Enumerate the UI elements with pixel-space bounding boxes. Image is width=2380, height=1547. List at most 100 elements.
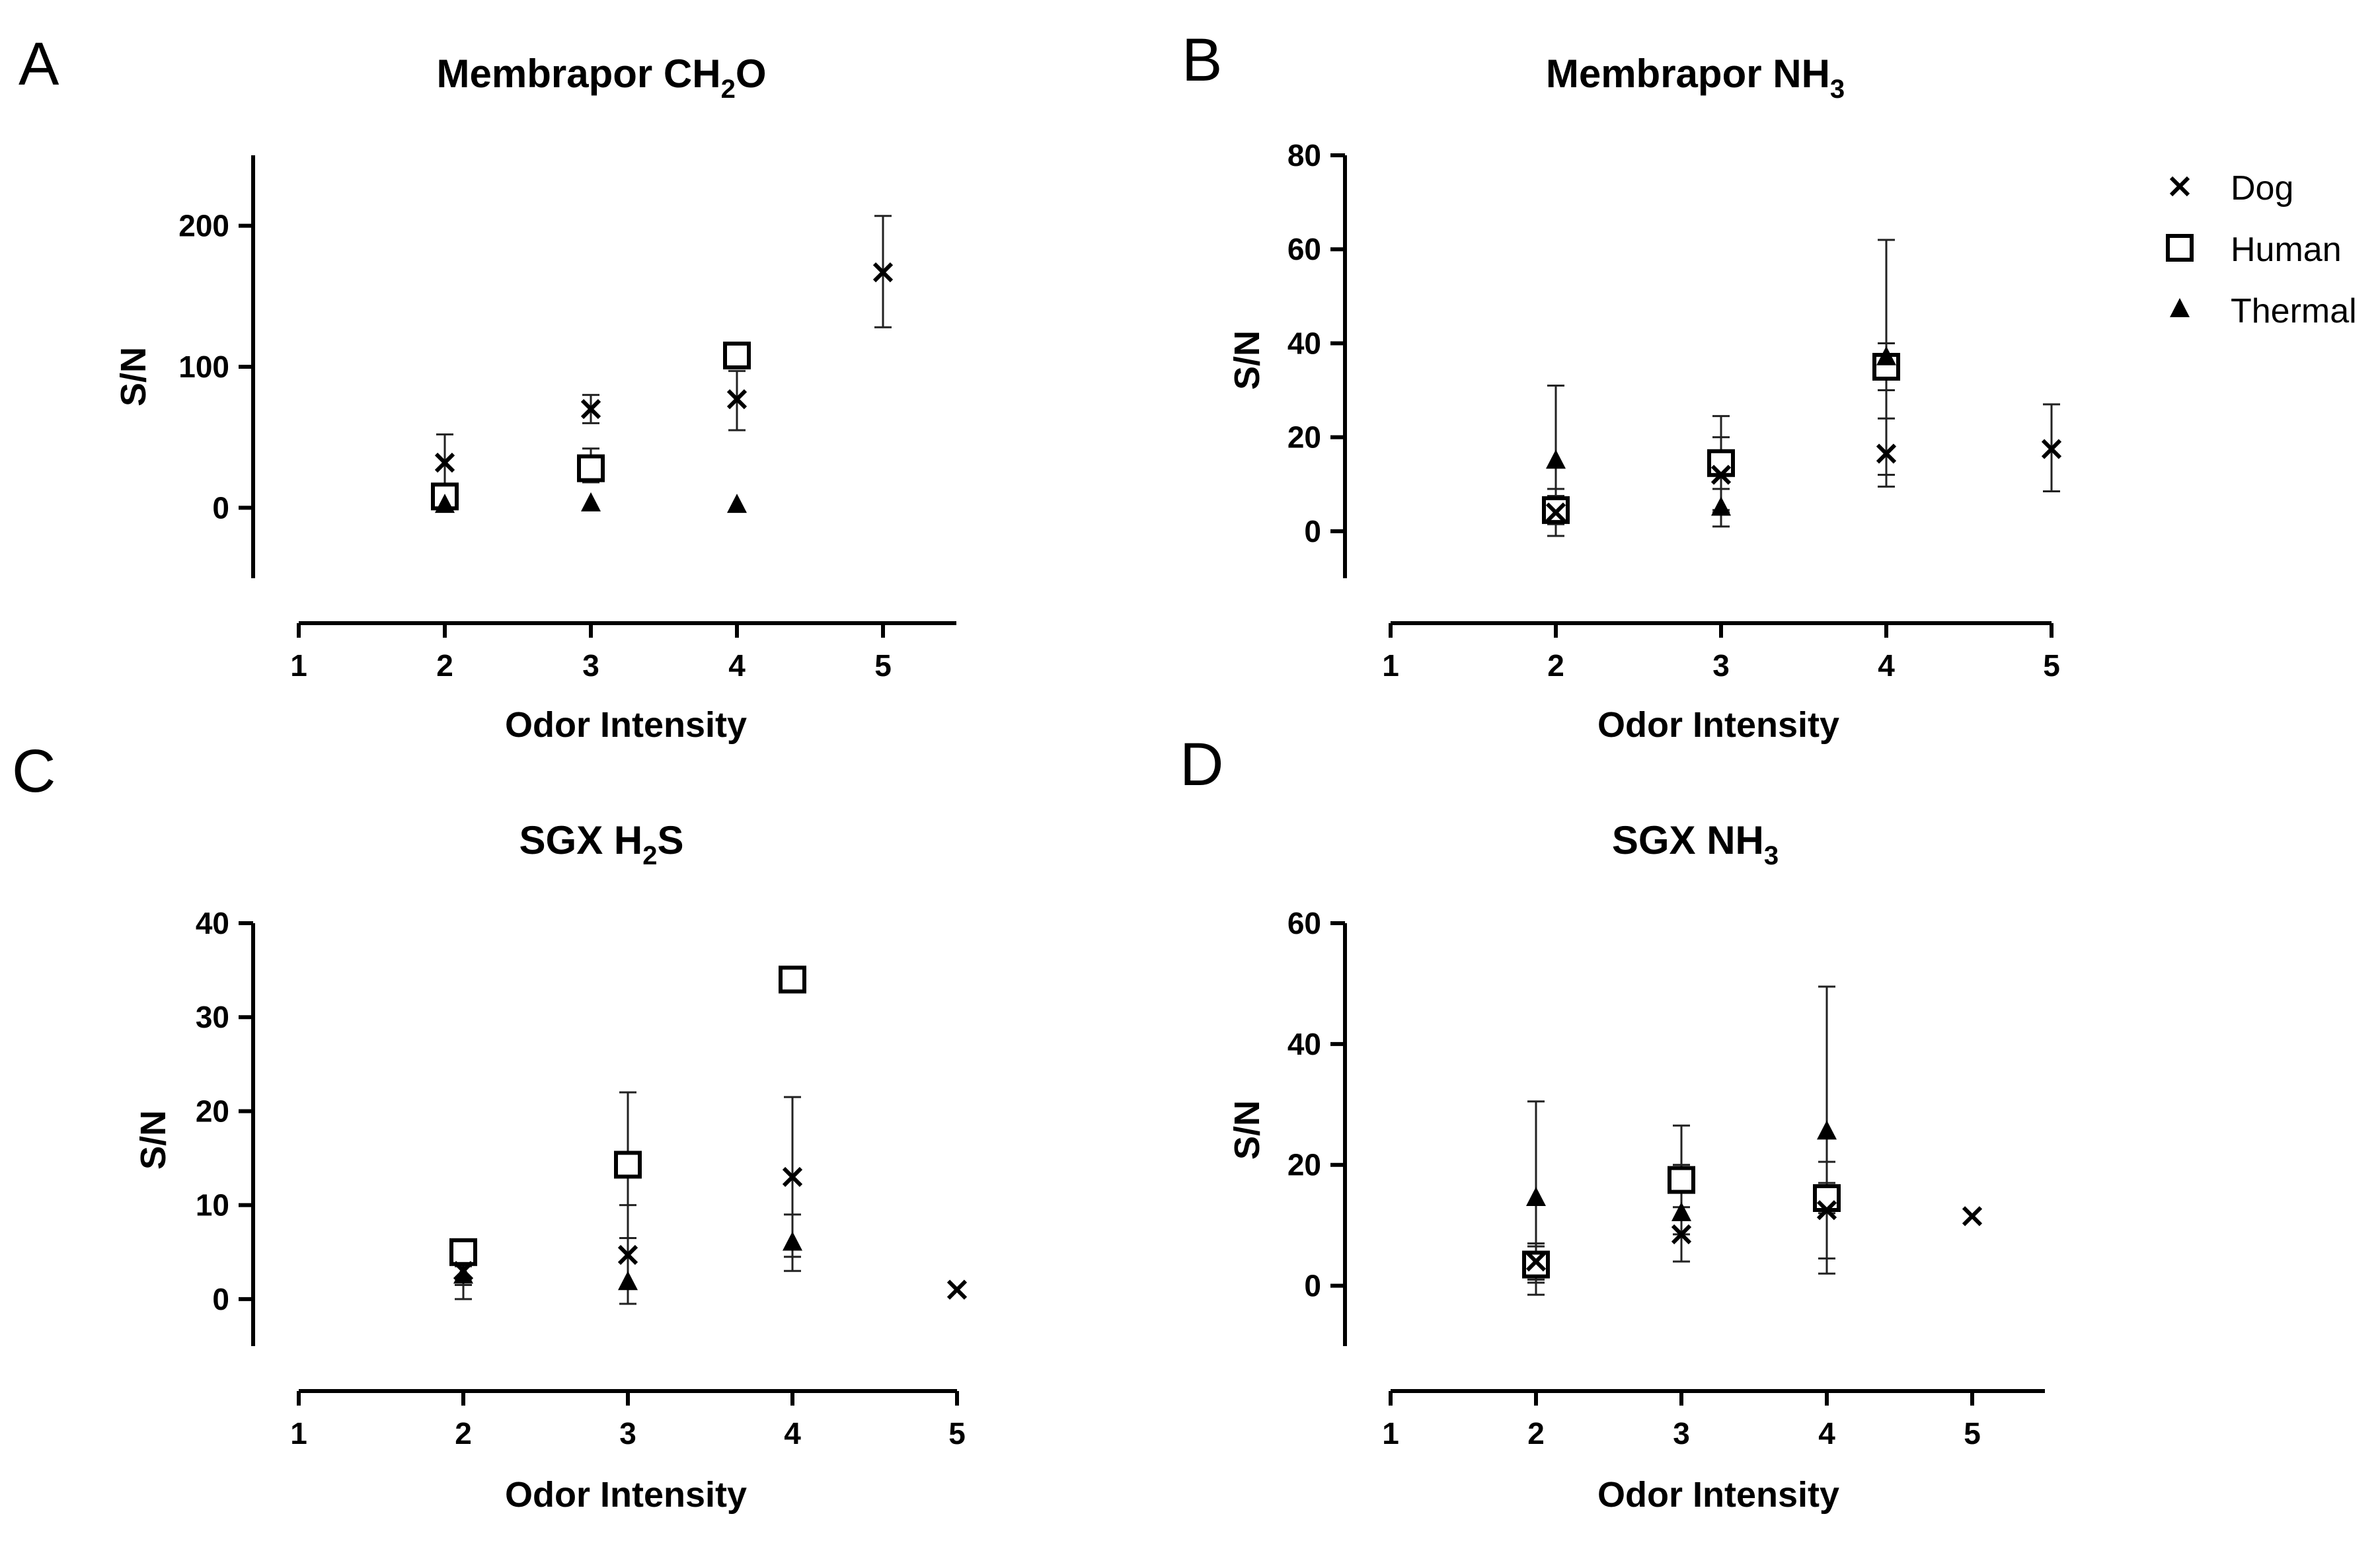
legend-label: Human (2231, 231, 2342, 269)
data-point-dog (1710, 465, 1732, 485)
x-tick-label: 2 (455, 1416, 472, 1451)
legend: Dog Human Thermal (2166, 169, 2357, 330)
y-tick-label: 80 (1287, 138, 1321, 172)
panel-letter: A (19, 30, 59, 98)
data-point-dog (1525, 1251, 1547, 1272)
chart-title: Membrapor CH2O (437, 52, 767, 104)
x-tick-label: 4 (1818, 1416, 1835, 1451)
panel-letter: C (12, 737, 56, 805)
panel-letter: D (1180, 731, 1223, 798)
x-tick-label: 4 (728, 648, 746, 683)
x-axis-label: Odor Intensity (505, 705, 747, 745)
data-point-dog (872, 262, 894, 283)
y-tick-label: 30 (196, 1000, 229, 1034)
dog-legend-marker (2169, 176, 2190, 197)
panel-c: C SGX H2S S/N Odor Intensity 0 10 20 30 40 1 2… (12, 737, 968, 1515)
y-tick-label: 40 (196, 906, 229, 940)
y-tick-label: 200 (178, 209, 229, 243)
y-tick-label: 10 (196, 1188, 229, 1223)
y-tick-label: 60 (1287, 906, 1321, 940)
data-point-human (1707, 449, 1735, 477)
data-point-dog (453, 1261, 474, 1281)
data-point-human (1813, 1184, 1841, 1212)
legend-item-human: Human (2166, 231, 2342, 269)
data-point-thermal (1711, 496, 1731, 516)
data-point-dog (1816, 1200, 1837, 1221)
panel-a: A Membrapor CH2O S/N Odor Intensity 0 100… (19, 30, 956, 745)
y-tick-label: 100 (178, 350, 229, 384)
data-point-dog (1876, 443, 1897, 464)
x-tick-label: 5 (948, 1416, 966, 1451)
x-axis-label: Odor Intensity (1597, 705, 1839, 745)
data-point-dog (2041, 439, 2062, 459)
x-tick-label: 3 (619, 1416, 636, 1451)
y-tick-label: 0 (212, 1282, 229, 1316)
y-tick-label: 20 (1287, 1148, 1321, 1182)
x-tick-label: 1 (290, 648, 307, 683)
data-point-dog (1671, 1224, 1692, 1244)
data-point-dog (580, 398, 601, 420)
human-legend-marker (2166, 234, 2194, 262)
x-tick-label: 4 (1878, 648, 1895, 683)
y-tick-label: 0 (1304, 1269, 1321, 1303)
data-point-dog (782, 1166, 803, 1188)
chart-title: SGX H2S (519, 818, 684, 870)
data-point-human (779, 965, 806, 994)
y-tick-label: 20 (1287, 420, 1321, 455)
x-tick-label: 2 (1527, 1416, 1545, 1451)
x-tick-label: 1 (1382, 1416, 1399, 1451)
data-point-human (1668, 1166, 1695, 1194)
data-point-thermal (1546, 449, 1566, 469)
y-tick-label: 20 (196, 1094, 229, 1128)
legend-label: Dog (2231, 169, 2293, 208)
panel-d: D SGX NH3 S/N Odor Intensity 0 20 40 60 1 2 3 4… (1180, 731, 2045, 1515)
data-point-thermal (1671, 1201, 1691, 1221)
x-tick-label: 5 (1964, 1416, 1981, 1451)
x-tick-label: 3 (1712, 648, 1730, 683)
data-point-human (614, 1151, 642, 1179)
y-tick-label: 60 (1287, 232, 1321, 266)
data-point-dog (434, 452, 455, 473)
legend-item-thermal: Thermal (2170, 292, 2357, 330)
data-point-dog (726, 389, 748, 410)
data-point-human (577, 454, 605, 482)
data-point-human (1522, 1250, 1550, 1279)
panel-b: B Membrapor NH3 S/N Odor Intensity 0 20 40… (1182, 26, 2062, 745)
y-axis-label: S/N (1227, 1100, 1267, 1160)
data-point-thermal (453, 1264, 473, 1284)
legend-item-dog: Dog (2169, 169, 2293, 208)
x-tick-label: 5 (874, 648, 892, 683)
x-tick-label: 5 (2043, 648, 2060, 683)
data-point-thermal (783, 1231, 802, 1251)
chart-title: SGX NH3 (1612, 818, 1779, 870)
x-tick-label: 2 (436, 648, 453, 683)
thermal-legend-marker (2170, 298, 2190, 317)
x-axis-label: Odor Intensity (505, 1475, 747, 1515)
data-point-dog (1962, 1206, 1983, 1226)
x-axis-label: Odor Intensity (1597, 1475, 1839, 1515)
y-tick-label: 40 (1287, 1027, 1321, 1061)
data-point-dog (617, 1244, 638, 1265)
data-point-thermal (1526, 1187, 1546, 1206)
y-tick-label: 40 (1287, 326, 1321, 360)
y-axis-label: S/N (1227, 330, 1267, 390)
panel-letter: B (1182, 26, 1222, 94)
data-point-thermal (435, 494, 455, 513)
data-point-thermal (581, 492, 601, 511)
y-axis-label: S/N (114, 347, 153, 406)
data-point-dog (946, 1279, 968, 1300)
legend-label: Thermal (2231, 292, 2357, 330)
y-tick-label: 0 (212, 490, 229, 525)
data-point-thermal (1876, 346, 1896, 365)
x-tick-label: 3 (582, 648, 599, 683)
data-point-dog (1545, 502, 1566, 523)
data-point-thermal (618, 1271, 638, 1291)
x-tick-label: 3 (1673, 1416, 1690, 1451)
data-point-human (449, 1238, 477, 1266)
x-tick-label: 1 (1382, 648, 1399, 683)
y-tick-label: 0 (1304, 514, 1321, 548)
y-axis-label: S/N (134, 1110, 173, 1170)
data-point-human (723, 341, 751, 369)
x-tick-label: 2 (1547, 648, 1564, 683)
